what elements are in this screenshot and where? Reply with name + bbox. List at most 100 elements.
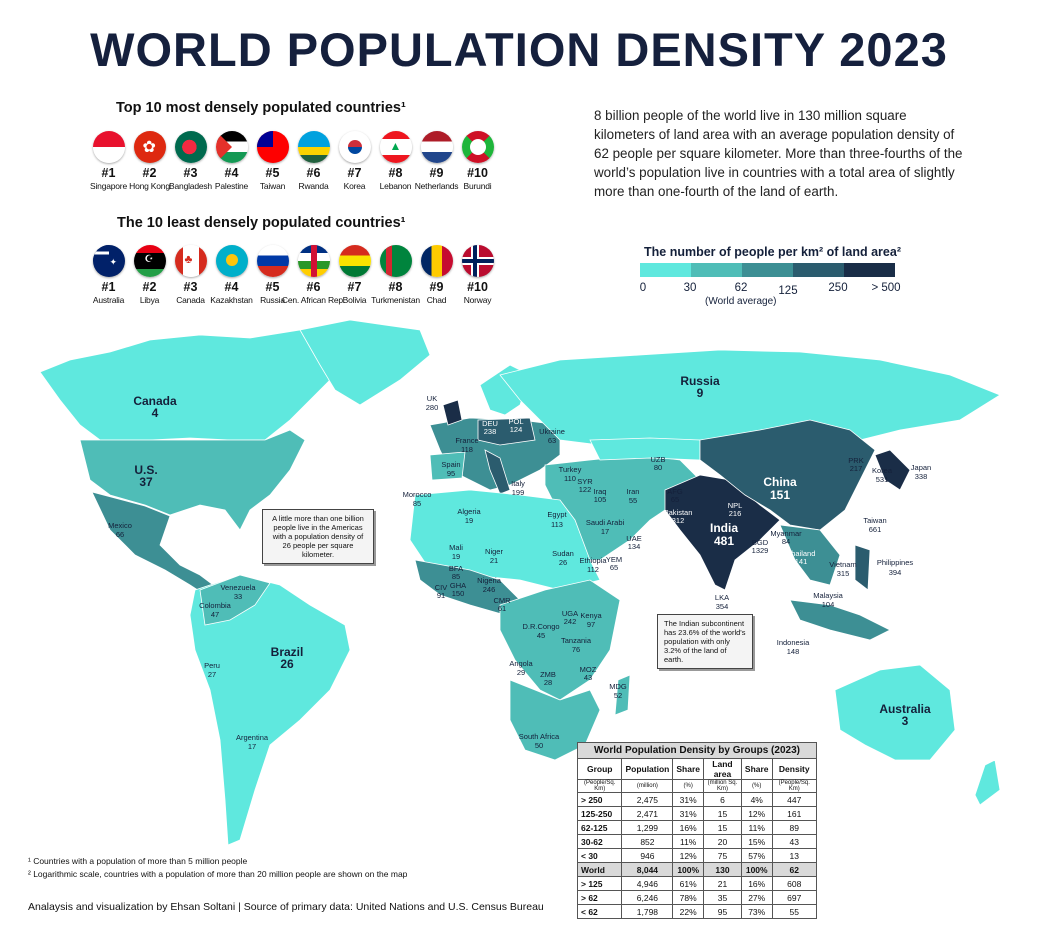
map-label-value: 113	[551, 520, 563, 529]
legend-swatch	[844, 263, 895, 277]
southeast-asia-region	[779, 524, 841, 586]
map-label-name: UZB	[651, 455, 666, 464]
map-label-name: Iran	[627, 487, 640, 496]
map-label-name: Ethiopia	[579, 556, 607, 565]
flag-item: #7 Korea	[334, 131, 375, 191]
country-label: Bolivia	[342, 295, 367, 305]
flag-item: #6 Rwanda	[293, 131, 334, 191]
table-cell: 2,471	[621, 806, 674, 821]
rank-label: #9	[429, 280, 444, 294]
table-cell: 30-62	[576, 834, 623, 849]
legend-swatch	[640, 263, 691, 277]
table-cell: 22%	[672, 904, 704, 919]
map-label-name: Iraq	[594, 487, 607, 496]
table-cell: 27%	[740, 890, 773, 905]
table-cell: 16%	[740, 876, 773, 891]
map-label-value: 19	[452, 552, 460, 561]
table-header: Share	[740, 758, 773, 780]
country-label: Bangladesh	[169, 181, 212, 191]
table-cell: 75	[703, 848, 742, 863]
map-label-name: Japan	[911, 463, 931, 472]
continents	[39, 319, 1001, 846]
singapore-flag-icon	[92, 131, 125, 163]
map-label-name: PRK	[848, 456, 863, 465]
map-label-value: 148	[787, 647, 800, 656]
map-label-value: 151	[770, 488, 790, 502]
chad-flag-icon	[420, 245, 453, 277]
map-label-value: 112	[587, 565, 599, 574]
table-unit: (%)	[740, 779, 773, 793]
table-row: < 62 1,798 22% 95 73% 55	[576, 904, 818, 919]
map-label-name: MDG	[609, 682, 627, 691]
map-label-value: 65	[610, 563, 618, 572]
map-label-name: BGD	[752, 538, 769, 547]
africa-central-region	[499, 579, 621, 701]
table-header: Group	[576, 758, 623, 780]
table-cell: 15	[703, 806, 742, 821]
map-label-name: Kenya	[580, 611, 602, 620]
table-cell: > 250	[576, 792, 623, 807]
table-header: Share	[672, 758, 704, 780]
flag-item: #4 Kazakhstan	[210, 245, 253, 305]
map-label-value: 199	[512, 488, 525, 497]
map-label-name: Venezuela	[220, 583, 256, 592]
density-groups-table: World Population Density by Groups (2023…	[576, 742, 818, 919]
table-row-world: World 8,044 100% 130 100% 62	[576, 862, 818, 877]
australia-flag-icon: ✦	[92, 245, 125, 277]
table-cell: 852	[621, 834, 674, 849]
legend-tick: 30	[683, 282, 697, 294]
flag-item: #5 Taiwan	[252, 131, 293, 191]
map-label-value: 104	[822, 600, 835, 609]
legend-title: The number of people per km² of land are…	[644, 245, 901, 259]
spain-region	[429, 451, 466, 481]
table-header: Land area	[703, 758, 742, 780]
bottom10-heading: The 10 least densely populated countries…	[117, 215, 406, 231]
top10-heading: Top 10 most densely populated countries¹	[116, 100, 406, 116]
map-label-value: 17	[601, 527, 609, 536]
map-label-value: 37	[139, 475, 153, 489]
map-label-name: Mali	[449, 543, 463, 552]
country-label: Norway	[463, 295, 492, 305]
map-label-name: LKA	[715, 593, 729, 602]
table-cell: 11%	[672, 834, 704, 849]
table-cell: 13	[771, 848, 818, 863]
korea-flag-icon	[338, 131, 371, 163]
india-callout: The Indian subcontinent has 23.6% of the…	[657, 614, 753, 669]
table-header: Density	[771, 758, 818, 780]
legend-tick: > 500	[871, 282, 901, 294]
map-label-name: CIV	[435, 583, 448, 592]
table-cell: World	[576, 862, 623, 877]
country-label: Australia	[92, 295, 125, 305]
map-label-value: 80	[654, 463, 662, 472]
rank-label: #2	[142, 166, 157, 180]
canada-flag-icon: ♣	[174, 245, 207, 277]
country-label: Russia	[260, 295, 285, 305]
map-label-name: U.S.	[134, 463, 157, 477]
map-label-value: 122	[579, 485, 592, 494]
map-label-value: 238	[484, 427, 497, 436]
bottom10-flag-row: ✦ #1 Australia ☪ #2 Libya ♣ #3 Canada #4…	[88, 245, 508, 305]
kazakhstan-flag-icon	[215, 245, 248, 277]
intro-paragraph: 8 billion people of the world live in 13…	[594, 108, 963, 199]
map-label-name: Egypt	[547, 510, 567, 519]
page-title: WORLD POPULATION DENSITY 2023	[90, 23, 948, 76]
libya-flag-icon: ☪	[133, 245, 166, 277]
table-cell: 21	[703, 876, 742, 891]
map-label-value: 28	[544, 678, 552, 687]
norway-flag-icon	[461, 245, 494, 277]
map-label-name: Vietnam	[829, 560, 856, 569]
map-label-name: UK	[427, 394, 437, 403]
flag-item: ✦ #1 Australia	[88, 245, 129, 305]
map-label-name: Ukraine	[539, 427, 565, 436]
rank-label: #3	[183, 166, 198, 180]
table-cell: 55	[771, 904, 818, 919]
rank-label: #4	[224, 280, 239, 294]
map-label-name: SYR	[577, 477, 593, 486]
table-cell: 62-125	[576, 820, 623, 835]
map-label-name: Italy	[511, 479, 525, 488]
map-label-name: Malaysia	[813, 591, 843, 600]
map-label-name: UAE	[626, 534, 641, 543]
map-label-value: 52	[614, 691, 622, 700]
philippines-region	[854, 544, 871, 591]
table-cell: 11%	[740, 820, 773, 835]
